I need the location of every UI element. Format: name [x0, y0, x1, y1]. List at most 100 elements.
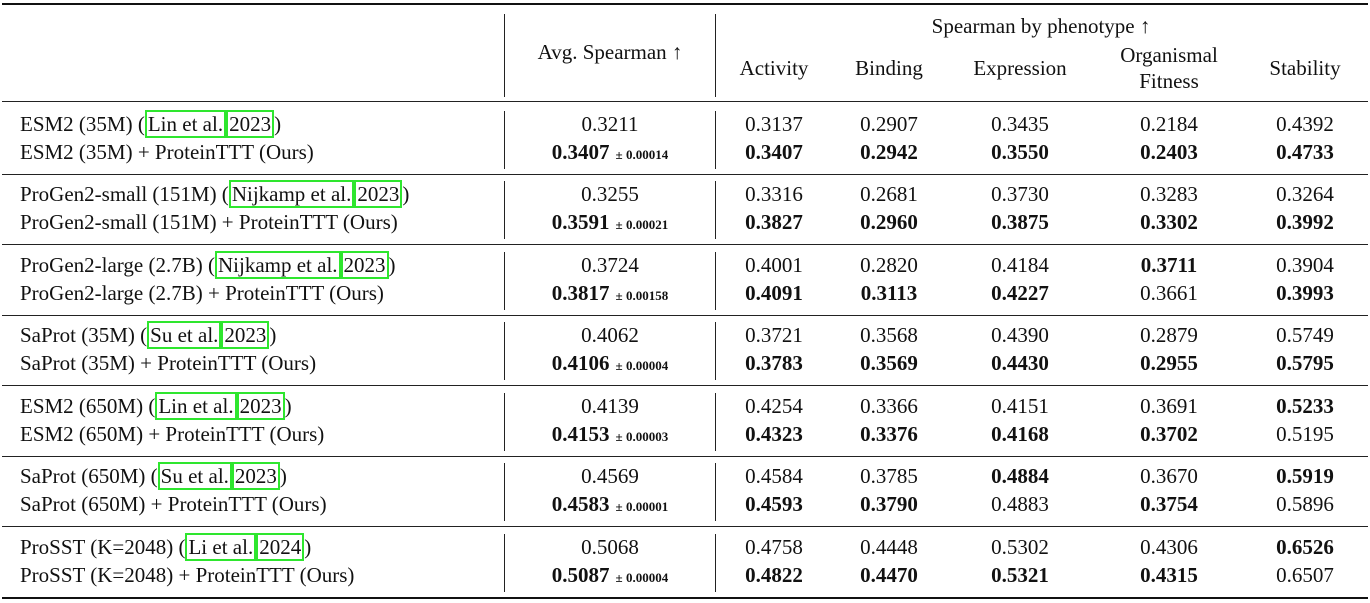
activity-value: 0.4091 — [745, 281, 803, 305]
model-label: SaProt (650M) ( — [20, 464, 158, 488]
avg-spearman-value: 0.3591 — [551, 210, 610, 234]
table-row-group: SaProt (650M) (Su et al. 2023) 0.4569 0.458… — [0, 459, 1370, 525]
stability-value: 0.5919 — [1276, 464, 1334, 488]
organismal-fitness-value: 0.2955 — [1140, 351, 1198, 375]
header-organismal: Organismal — [1120, 43, 1218, 67]
model-name-proteinttt: ProSST (K=2048) + ProteinTTT (Ours) — [20, 563, 355, 587]
group-divider — [2, 385, 1368, 386]
header-separator-left — [504, 14, 505, 97]
std-deviation: ± 0.00004 — [615, 358, 669, 373]
citation-close-paren: ) — [274, 112, 282, 136]
activity-value: 0.4822 — [745, 563, 803, 587]
model-name-proteinttt: ESM2 (35M) + ProteinTTT (Ours) — [20, 140, 314, 164]
citation-author-link[interactable]: Su et al. — [147, 321, 222, 349]
table-row-group: ProSST (K=2048) (Li et al. 2024) 0.5068 0.4… — [0, 530, 1370, 596]
organismal-fitness-value: 0.3691 — [1140, 394, 1198, 418]
activity-value: 0.4323 — [745, 422, 803, 446]
activity-value: 0.4584 — [745, 464, 803, 488]
citation-year-link[interactable]: 2023 — [340, 251, 389, 279]
activity-value: 0.3783 — [745, 351, 803, 375]
model-name-baseline: ESM2 (35M) (Lin et al. 2023) — [20, 110, 282, 138]
model-name-proteinttt: ProGen2-small (151M) + ProteinTTT (Ours) — [20, 210, 398, 234]
header-avg-spearman: Avg. Spearman ↑ — [537, 40, 683, 64]
citation-year-link[interactable]: 2023 — [221, 321, 270, 349]
avg-spearman-value: 0.3407 — [551, 140, 610, 164]
avg-spearman-value: 0.4153 — [551, 422, 610, 446]
avg-spearman-value: 0.4569 — [581, 464, 639, 488]
header-expression: Expression — [973, 56, 1067, 80]
avg-spearman-cell: 0.3724 — [581, 253, 639, 277]
row-separator-right — [715, 181, 716, 239]
avg-spearman-value: 0.4583 — [551, 492, 610, 516]
organismal-fitness-value: 0.2403 — [1140, 140, 1198, 164]
organismal-fitness-value: 0.3754 — [1140, 492, 1198, 516]
activity-value: 0.3137 — [745, 112, 803, 136]
citation-author-link[interactable]: Su et al. — [157, 462, 232, 490]
citation-year-link[interactable]: 2023 — [231, 462, 280, 490]
row-separator-left — [504, 111, 505, 169]
avg-spearman-cell: 0.3407 ± 0.00014 — [552, 140, 668, 167]
top-rule — [2, 3, 1368, 5]
stability-value: 0.5233 — [1276, 394, 1334, 418]
group-divider — [2, 315, 1368, 316]
avg-spearman-value: 0.3255 — [581, 182, 639, 206]
citation-close-paren: ) — [402, 182, 410, 206]
avg-spearman-value: 0.4139 — [581, 394, 639, 418]
avg-spearman-cell: 0.4153 ± 0.00003 — [552, 422, 668, 449]
avg-spearman-cell: 0.5087 ± 0.00004 — [552, 563, 668, 590]
citation-year-link[interactable]: 2023 — [226, 110, 275, 138]
row-separator-right — [715, 393, 716, 451]
avg-spearman-cell: 0.4139 — [581, 394, 639, 418]
table-row-group: SaProt (35M) (Su et al. 2023) 0.4062 0.3721… — [0, 318, 1370, 384]
activity-value: 0.3827 — [745, 210, 803, 234]
citation-author-link[interactable]: Lin et al. — [144, 110, 227, 138]
expression-value: 0.4884 — [991, 464, 1049, 488]
std-deviation: ± 0.00001 — [615, 499, 669, 514]
model-label: ProSST (K=2048) ( — [20, 535, 186, 559]
row-separator-right — [715, 111, 716, 169]
model-label: ESM2 (650M) ( — [20, 394, 156, 418]
citation-year-link[interactable]: 2024 — [256, 533, 305, 561]
avg-spearman-cell: 0.5068 — [581, 535, 639, 559]
activity-value: 0.4593 — [745, 492, 803, 516]
group-divider — [2, 244, 1368, 245]
citation-close-paren: ) — [284, 394, 292, 418]
std-deviation: ± 0.00003 — [615, 429, 669, 444]
table-row-group: ESM2 (650M) (Lin et al. 2023) 0.4139 0.4254… — [0, 389, 1370, 455]
group-divider — [2, 174, 1368, 175]
organismal-fitness-value: 0.3711 — [1140, 253, 1198, 277]
citation-author-link[interactable]: Nijkamp et al. — [228, 180, 355, 208]
expression-value: 0.3435 — [991, 112, 1049, 136]
bottom-rule — [2, 597, 1368, 599]
table-row-group: ProGen2-small (151M) (Nijkamp et al. 2023… — [0, 177, 1370, 243]
row-separator-left — [504, 534, 505, 592]
citation-year-link[interactable]: 2023 — [236, 392, 285, 420]
model-name-baseline: SaProt (650M) (Su et al. 2023) — [20, 462, 287, 490]
avg-spearman-cell: 0.3255 — [581, 182, 639, 206]
avg-spearman-value: 0.3211 — [581, 112, 639, 136]
organismal-fitness-value: 0.3302 — [1140, 210, 1198, 234]
organismal-fitness-value: 0.3661 — [1140, 281, 1198, 305]
expression-value: 0.3550 — [991, 140, 1049, 164]
avg-spearman-cell: 0.3211 — [582, 112, 639, 136]
activity-value: 0.4254 — [745, 394, 803, 418]
activity-value: 0.4001 — [745, 253, 803, 277]
avg-spearman-value: 0.4062 — [581, 323, 639, 347]
organismal-fitness-value: 0.3283 — [1140, 182, 1198, 206]
avg-spearman-value: 0.3817 — [551, 281, 610, 305]
binding-value: 0.3790 — [860, 492, 918, 516]
stability-value: 0.4733 — [1276, 140, 1334, 164]
citation-author-link[interactable]: Lin et al. — [155, 392, 237, 420]
stability-value: 0.5896 — [1276, 492, 1334, 516]
model-name-proteinttt: ProGen2-large (2.7B) + ProteinTTT (Ours) — [20, 281, 384, 305]
citation-author-link[interactable]: Li et al. — [185, 533, 257, 561]
binding-value: 0.4448 — [860, 535, 918, 559]
stability-value: 0.3264 — [1276, 182, 1334, 206]
citation-author-link[interactable]: Nijkamp et al. — [214, 251, 341, 279]
avg-spearman-cell: 0.4106 ± 0.00004 — [552, 351, 668, 378]
expression-value: 0.4184 — [991, 253, 1049, 277]
citation-year-link[interactable]: 2023 — [354, 180, 403, 208]
binding-value: 0.2960 — [860, 210, 918, 234]
stability-value: 0.3904 — [1276, 253, 1334, 277]
expression-value: 0.5321 — [991, 563, 1049, 587]
